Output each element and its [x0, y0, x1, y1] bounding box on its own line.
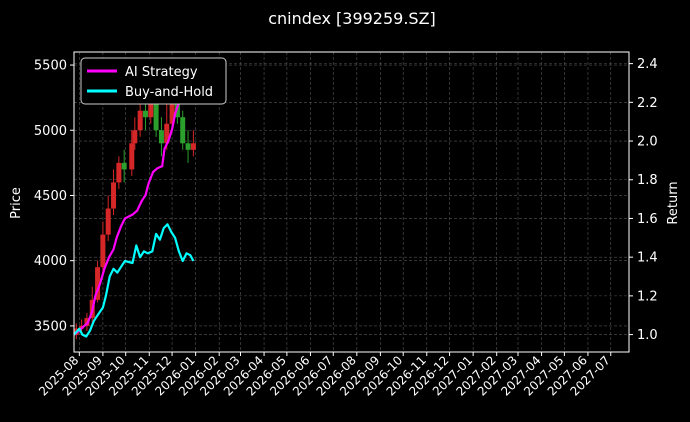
y-tick-label-left: 5000	[34, 124, 67, 139]
candle-body	[95, 267, 101, 300]
candle-body	[180, 117, 186, 144]
chart-title: cnindex [399259.SZ]	[268, 9, 436, 28]
y-axis-label-right: Return	[666, 181, 681, 224]
candle-body	[158, 130, 164, 144]
y-tick-label-right: 2.0	[637, 135, 658, 150]
y-tick-label-left: 4000	[34, 254, 67, 269]
legend-box	[80, 57, 227, 105]
y-tick-label-left: 4500	[34, 189, 67, 204]
y-tick-label-right: 1.2	[637, 289, 658, 304]
candle-body	[105, 208, 111, 235]
legend-label-ai-strategy: AI Strategy	[125, 65, 198, 80]
series-line-buy-and-hold	[73, 223, 195, 338]
candle-body	[132, 130, 138, 144]
legend-label-buy-and-hold: Buy-and-Hold	[125, 85, 213, 100]
y-axis-label-left: Price	[9, 187, 24, 219]
y-tick-label-right: 1.4	[637, 251, 658, 266]
series-line-ai-strategy	[73, 66, 194, 336]
candle-body	[121, 162, 127, 170]
y-tick-label-left: 3500	[34, 319, 67, 334]
y-tick-label-right: 1.0	[637, 328, 658, 343]
candle-body	[164, 123, 170, 144]
candle-body	[153, 97, 159, 131]
y-tick-label-right: 2.2	[637, 96, 658, 111]
y-tick-label-left: 5500	[34, 59, 67, 74]
candle-body	[111, 182, 117, 209]
candle-body	[137, 110, 143, 131]
candle-body	[100, 234, 106, 268]
candle-body	[116, 162, 122, 183]
candle-body	[148, 97, 154, 118]
candle-body	[190, 143, 196, 150]
axes-frame	[73, 51, 630, 353]
legend: AI Strategy Buy-and-Hold	[80, 57, 227, 105]
candle-body	[169, 91, 175, 124]
y-tick-label-right: 2.4	[637, 57, 658, 72]
y-tick-label-right: 1.6	[637, 212, 658, 227]
candle-body	[142, 110, 148, 118]
candle-body	[185, 143, 191, 150]
y-tick-label-right: 1.8	[637, 173, 658, 188]
candle-body	[129, 143, 135, 170]
